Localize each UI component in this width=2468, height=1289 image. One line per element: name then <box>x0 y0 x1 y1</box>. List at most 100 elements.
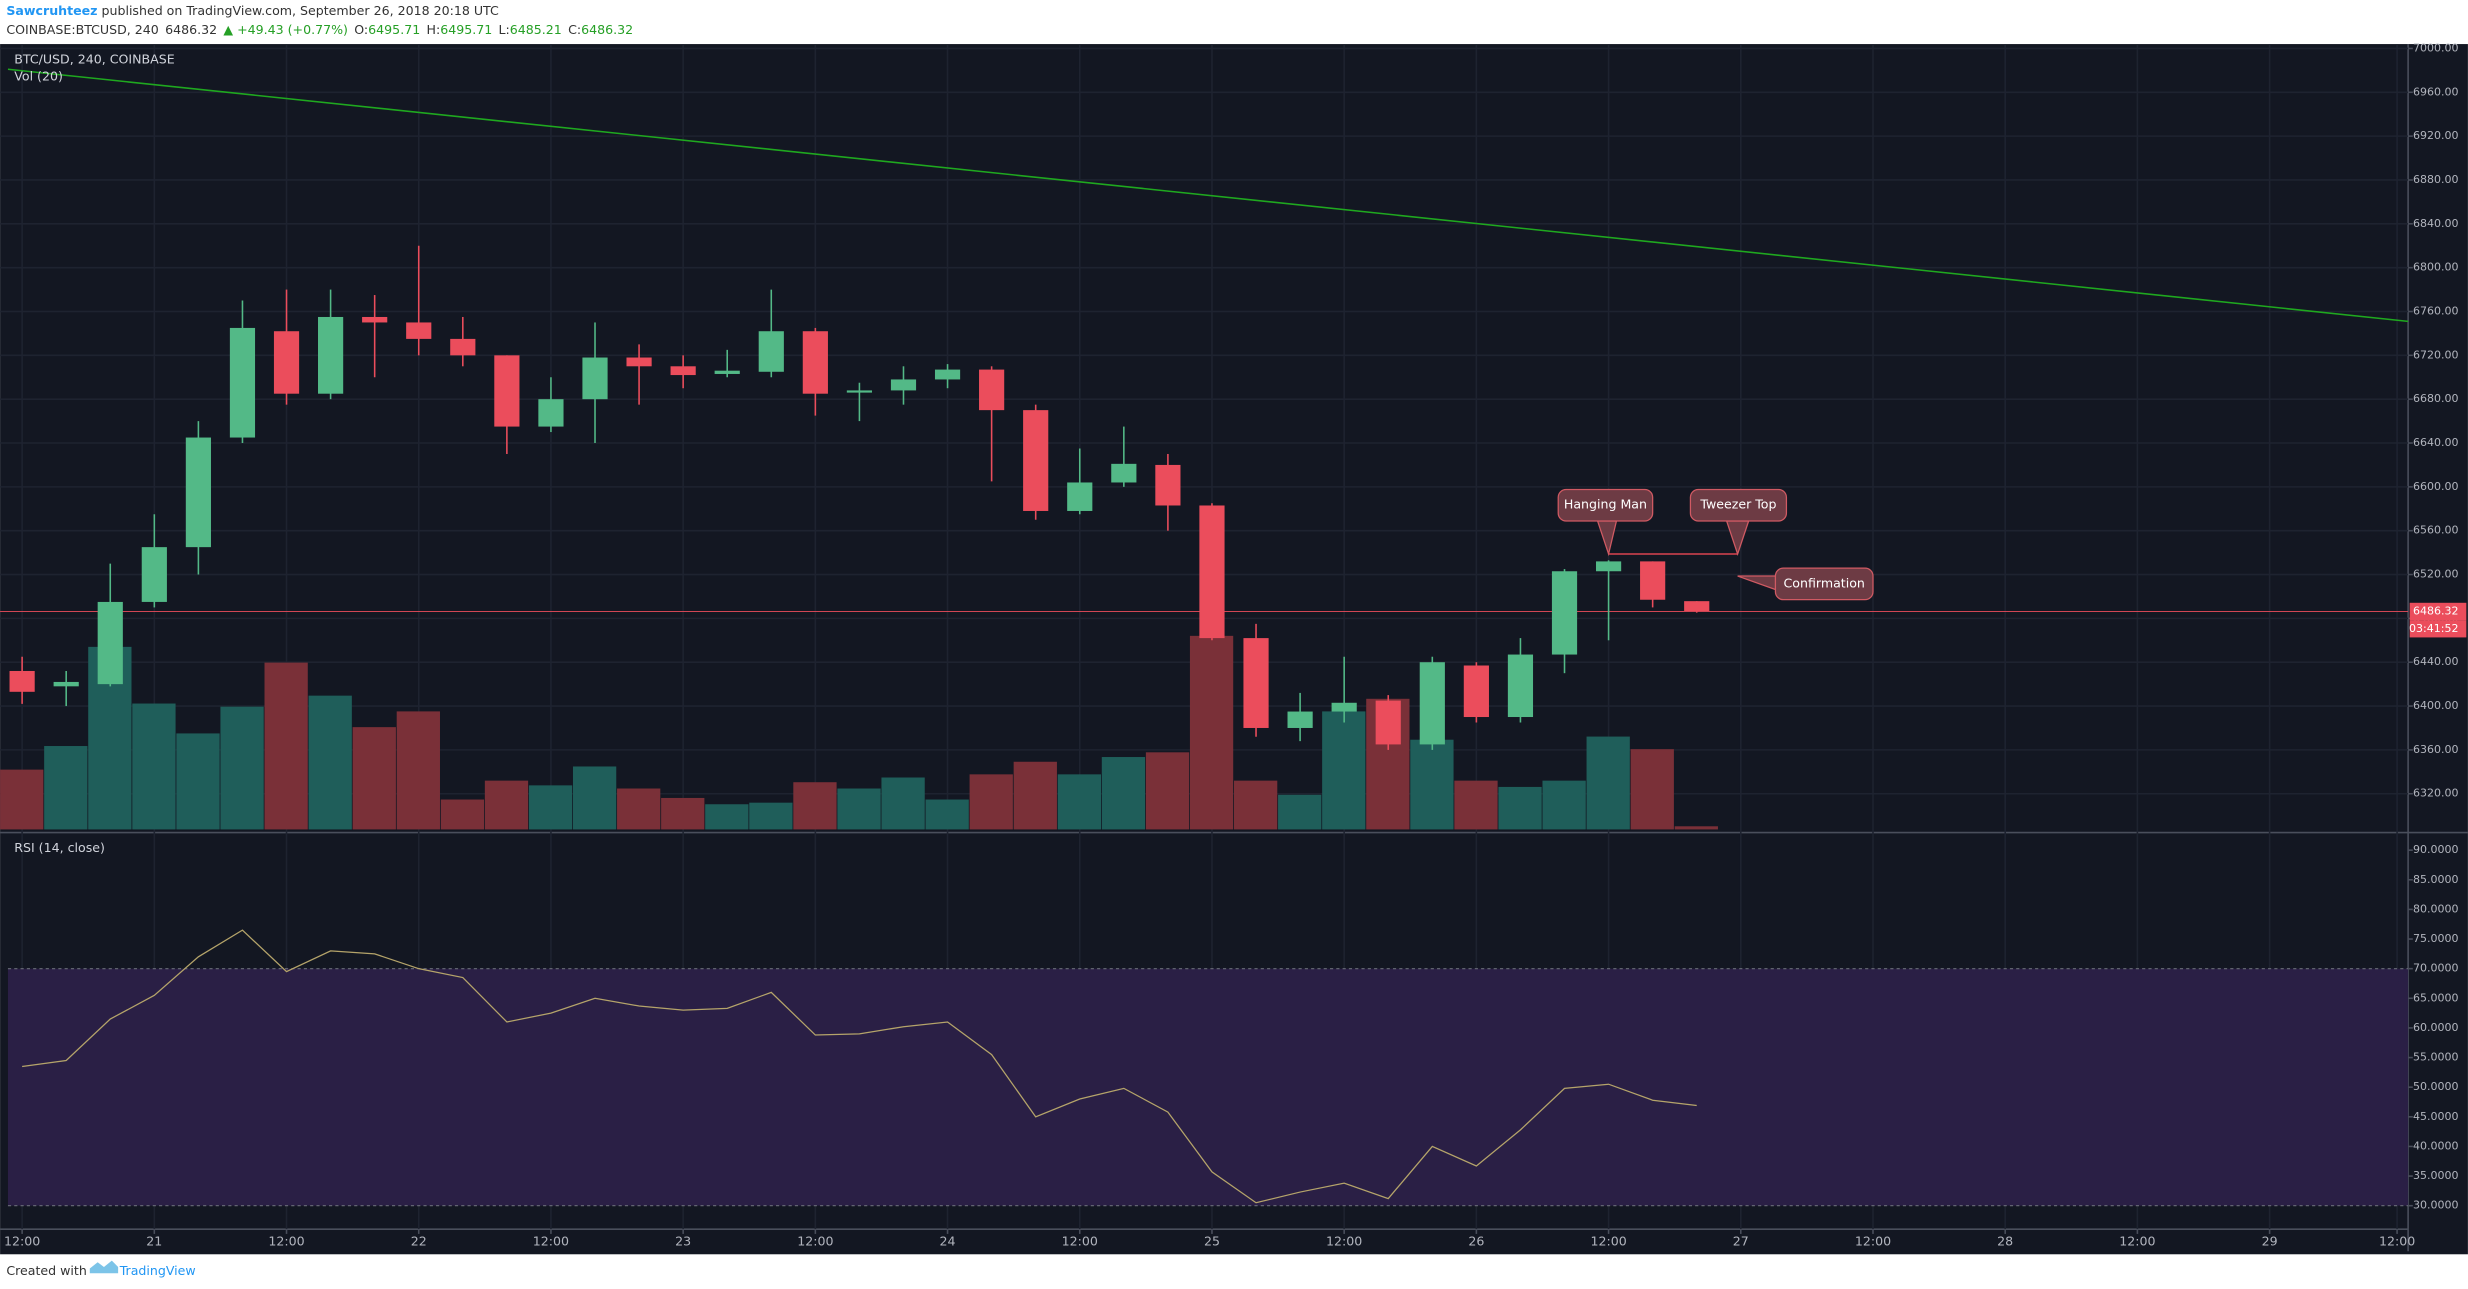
candle-body <box>9 670 35 692</box>
y-tick-label: 6320.00 <box>2413 787 2459 800</box>
y-tick-label: 6840.00 <box>2413 217 2459 230</box>
callout-box <box>1774 567 1874 601</box>
volume-bar <box>484 780 529 830</box>
candle-body <box>802 331 828 394</box>
y-tick-label: 6440.00 <box>2413 655 2459 668</box>
candle-body <box>1155 464 1181 506</box>
x-tick-label: 12:00 <box>2119 1233 2155 1248</box>
volume-bar <box>661 797 705 830</box>
y-tick-label: 90.0000 <box>2413 843 2459 856</box>
volume-bar <box>176 733 220 830</box>
y-tick-label: 60.0000 <box>2413 1021 2459 1034</box>
y-tick-label: 6400.00 <box>2413 699 2459 712</box>
y-tick-label: 35.0000 <box>2413 1169 2459 1182</box>
volume-title: Vol (20) <box>14 69 63 84</box>
rsi-band <box>7 968 2409 1206</box>
candle-body <box>758 331 784 372</box>
x-tick-label: 24 <box>940 1233 956 1248</box>
candle-body <box>1463 665 1489 718</box>
candle-body <box>714 370 740 374</box>
candle-body <box>494 355 520 427</box>
volume-bar <box>1189 635 1234 830</box>
candle-body <box>97 601 123 685</box>
y-tick-label: 80.0000 <box>2413 902 2459 915</box>
ohlc-key: O: <box>354 21 368 36</box>
volume-bar <box>440 799 485 830</box>
symbol: COINBASE:BTCUSD, 240 <box>6 21 158 36</box>
x-tick-label: 12:00 <box>268 1233 304 1248</box>
y-tick-label: 55.0000 <box>2413 1051 2459 1064</box>
volume-bar <box>528 785 573 830</box>
volume-bar <box>1101 757 1146 830</box>
x-tick-label: 27 <box>1733 1233 1749 1248</box>
ohlc-key: L: <box>499 21 510 36</box>
candle-body <box>1023 410 1049 511</box>
y-tick-label: 6560.00 <box>2413 524 2459 537</box>
y-tick-label: 75.0000 <box>2413 932 2459 945</box>
volume-bar <box>1410 739 1454 830</box>
y-tick-label: 6520.00 <box>2413 568 2459 581</box>
trendline <box>7 68 2409 323</box>
candle-body <box>1684 601 1710 612</box>
volume-bar <box>1145 752 1190 830</box>
last-price-tag <box>2409 602 2467 621</box>
x-tick-label: 12:00 <box>533 1233 569 1248</box>
y-tick-label: 6720.00 <box>2413 348 2459 361</box>
volume-bar <box>1013 761 1057 830</box>
y-tick-label: 70.0000 <box>2413 962 2459 975</box>
callout-box <box>1689 488 1788 522</box>
x-tick-label: 12:00 <box>1590 1233 1626 1248</box>
x-tick-label: 26 <box>1468 1233 1484 1248</box>
chart-title: BTC/USD, 240, COINBASE <box>14 51 174 66</box>
volume-bar <box>44 746 88 830</box>
volume-bar <box>837 788 881 830</box>
x-tick-label: 22 <box>411 1233 427 1248</box>
x-tick-label: 25 <box>1204 1233 1220 1248</box>
y-tick-label: 30.0000 <box>2413 1199 2459 1212</box>
volume-bar <box>308 695 352 830</box>
footer-created: Created with <box>6 1263 86 1278</box>
volume-bar <box>1542 780 1586 830</box>
volume-bar <box>0 769 44 830</box>
y-tick-label: 6360.00 <box>2413 743 2459 756</box>
y-tick-label: 6800.00 <box>2413 261 2459 274</box>
y-tick-label: 40.0000 <box>2413 1139 2459 1152</box>
y-tick-label: 6880.00 <box>2413 173 2459 186</box>
y-tick-label: 6680.00 <box>2413 392 2459 405</box>
ohlc-value: 6485.21 <box>510 21 562 36</box>
x-tick-label: 28 <box>1997 1233 2013 1248</box>
candle-body <box>1640 561 1666 600</box>
candle-body <box>1551 571 1578 655</box>
candle-body <box>1419 662 1445 745</box>
volume-bar <box>1057 774 1102 830</box>
ohlc-value: 6486.32 <box>581 21 633 36</box>
y-tick-label: 6760.00 <box>2413 304 2459 317</box>
footer-brand[interactable]: TradingView <box>119 1263 196 1278</box>
candle-body <box>979 369 1005 411</box>
y-tick-label: 65.0000 <box>2413 991 2459 1004</box>
candle-body <box>1111 463 1137 483</box>
x-tick-label: 21 <box>146 1233 162 1248</box>
ohlc-value: 6495.71 <box>368 21 420 36</box>
volume-bar <box>969 774 1013 830</box>
quote-line: COINBASE:BTCUSD, 240 6486.32 ▲ +49.43 (+0.… <box>6 21 633 36</box>
candle-body <box>582 357 608 400</box>
volume-bar <box>705 804 749 830</box>
y-tick-label: 50.0000 <box>2413 1080 2459 1093</box>
change: ▲ +49.43 (+0.77%) <box>223 21 348 36</box>
candle-body <box>1199 505 1225 639</box>
callout-text: Confirmation <box>1784 575 1865 590</box>
rsi-line <box>22 929 1697 1204</box>
x-tick-label: 12:00 <box>1855 1233 1891 1248</box>
footer <box>0 1254 2468 1289</box>
author[interactable]: Sawcruhteez <box>6 3 97 18</box>
x-tick-label: 29 <box>2262 1233 2278 1248</box>
candle-body <box>1595 561 1622 572</box>
countdown-label: 03:41:52 <box>2409 622 2458 635</box>
y-tick-label: 7000.00 <box>2413 41 2459 54</box>
volume-bar <box>793 782 837 830</box>
y-tick-label: 6920.00 <box>2413 129 2459 142</box>
published: published on TradingView.com, September … <box>98 3 499 18</box>
candle-body <box>538 399 564 427</box>
